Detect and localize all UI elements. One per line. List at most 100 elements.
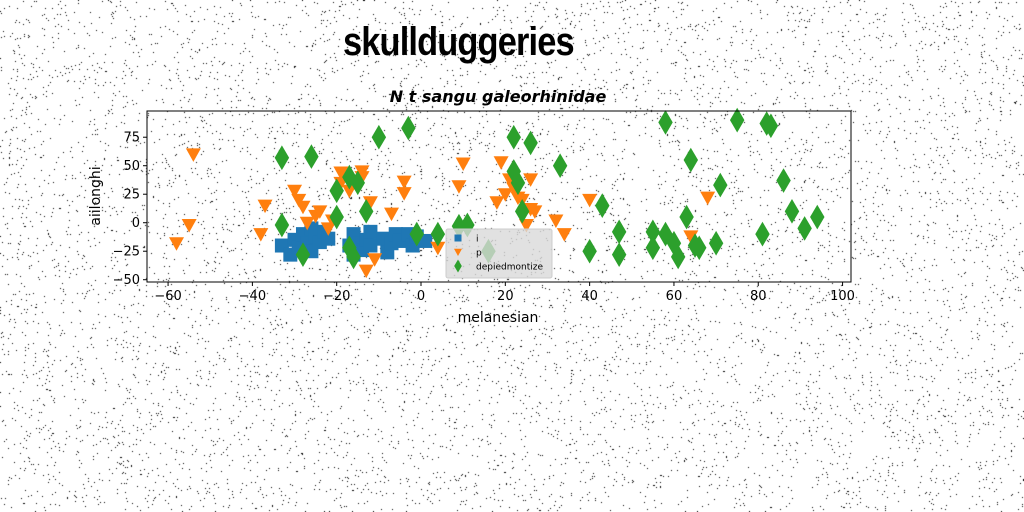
data-point-depiedmontize xyxy=(645,235,661,261)
data-point-depiedmontize xyxy=(274,212,290,238)
legend: ip depiedmontize xyxy=(445,228,553,279)
y-tick-label: −25 xyxy=(113,245,140,260)
data-point-p xyxy=(358,264,374,279)
y-axis-label: aiilonghi xyxy=(88,166,104,225)
data-point-p xyxy=(523,173,539,187)
data-point-depiedmontize xyxy=(645,219,661,245)
data-point-p xyxy=(312,205,328,219)
data-point-depiedmontize xyxy=(776,168,791,193)
data-point-p xyxy=(493,156,509,170)
y-tick-label: 0 xyxy=(132,216,140,231)
legend-label-depiedmontize: depiedmontize xyxy=(476,263,543,273)
y-tick-label: −50 xyxy=(113,273,140,288)
data-point-depiedmontize xyxy=(552,153,568,179)
data-point-depiedmontize xyxy=(329,178,344,204)
y-tick-label: 50 xyxy=(123,159,140,174)
data-point-p xyxy=(384,207,400,222)
data-point-depiedmontize xyxy=(510,170,526,196)
data-point-depiedmontize xyxy=(274,145,290,171)
data-point-p xyxy=(295,200,311,215)
data-point-depiedmontize xyxy=(658,221,673,247)
page-title: skullduggeries xyxy=(343,20,575,64)
data-point-p xyxy=(362,196,378,210)
data-point-depiedmontize xyxy=(679,204,694,230)
data-point-p xyxy=(299,216,315,231)
data-point-depiedmontize xyxy=(582,238,597,264)
data-point-p xyxy=(333,166,349,181)
legend-marker-p xyxy=(454,248,462,256)
legend-box xyxy=(445,228,553,279)
data-point-depiedmontize xyxy=(350,170,366,196)
data-point-depiedmontize xyxy=(683,147,699,173)
series-p xyxy=(169,148,716,279)
chart-title: N t sangu galeorhinidae xyxy=(390,87,607,106)
data-point-depiedmontize xyxy=(763,113,779,139)
data-point-depiedmontize xyxy=(670,244,686,270)
data-points-layer xyxy=(169,107,825,279)
data-point-depiedmontize xyxy=(729,107,745,133)
data-point-p xyxy=(396,175,412,190)
data-point-depiedmontize xyxy=(713,172,728,198)
x-tick-label: 60 xyxy=(666,289,683,304)
data-point-depiedmontize xyxy=(506,124,521,150)
legend-label-p: p xyxy=(476,249,482,259)
data-point-p xyxy=(582,193,598,208)
y-tick-label: 25 xyxy=(123,188,140,203)
data-point-p xyxy=(185,148,201,162)
data-point-p xyxy=(253,228,269,242)
data-point-depiedmontize xyxy=(514,198,530,224)
data-point-p xyxy=(396,187,412,201)
legend-marker-i xyxy=(454,234,462,242)
y-tick-label: 75 xyxy=(123,131,140,146)
data-point-p xyxy=(451,180,467,194)
data-point-p xyxy=(527,205,543,219)
data-point-depiedmontize xyxy=(401,115,416,141)
data-point-p xyxy=(291,193,307,208)
data-point-depiedmontize xyxy=(692,235,707,261)
data-point-depiedmontize xyxy=(810,204,825,230)
legend-entries: ip depiedmontize xyxy=(454,234,543,273)
data-point-depiedmontize xyxy=(658,110,673,135)
data-point-depiedmontize xyxy=(611,219,627,245)
data-point-depiedmontize xyxy=(346,244,361,270)
x-tick-label: 100 xyxy=(830,289,855,304)
x-tick-label: 40 xyxy=(581,289,598,304)
data-point-i xyxy=(363,238,378,253)
series-depiedmontize xyxy=(274,107,825,270)
data-point-depiedmontize xyxy=(430,221,446,247)
data-point-p xyxy=(700,191,716,206)
data-point-depiedmontize xyxy=(784,198,800,224)
x-tick-label: 20 xyxy=(497,289,514,304)
x-axis-label: melanesian xyxy=(458,310,539,326)
data-point-p xyxy=(169,237,185,251)
data-point-p xyxy=(497,188,513,202)
data-point-p xyxy=(548,214,564,228)
data-point-depiedmontize xyxy=(708,230,724,256)
data-point-depiedmontize xyxy=(523,130,538,156)
data-point-i xyxy=(321,231,336,246)
x-tick-label: −60 xyxy=(154,289,181,304)
x-tick-label: 0 xyxy=(417,289,425,304)
data-point-i xyxy=(363,224,378,239)
data-point-p xyxy=(257,199,273,214)
data-point-p xyxy=(367,253,383,267)
data-point-depiedmontize xyxy=(329,204,344,230)
data-point-depiedmontize xyxy=(371,124,387,150)
legend-marker-depiedmontize xyxy=(454,259,462,273)
data-point-depiedmontize xyxy=(409,221,425,247)
x-tick-label: 80 xyxy=(750,289,767,304)
data-point-p xyxy=(489,196,505,210)
axes-layer: −60 −40 −20 0 20 40 60 80 100 −50 −25 0 25 50 75 xyxy=(113,131,855,304)
data-point-depiedmontize xyxy=(611,242,627,267)
data-point-depiedmontize xyxy=(358,198,374,224)
data-point-p xyxy=(287,184,303,199)
data-point-p xyxy=(430,241,446,256)
x-tick-label: −40 xyxy=(239,289,266,304)
data-point-depiedmontize xyxy=(797,216,812,241)
data-point-p xyxy=(181,219,197,233)
data-point-depiedmontize xyxy=(295,242,311,267)
x-tick-label: −20 xyxy=(323,289,350,304)
plot-area-frame xyxy=(146,110,852,283)
data-point-p xyxy=(556,228,572,242)
